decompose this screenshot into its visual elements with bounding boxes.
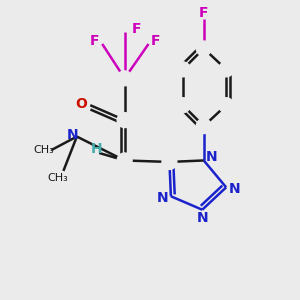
Circle shape — [162, 154, 177, 169]
Circle shape — [176, 62, 190, 77]
Text: H: H — [90, 142, 102, 155]
Circle shape — [117, 71, 132, 86]
Text: N: N — [67, 128, 78, 142]
Text: F: F — [151, 34, 161, 48]
Circle shape — [219, 62, 234, 77]
Text: O: O — [75, 97, 87, 111]
Text: F: F — [90, 34, 100, 48]
Circle shape — [176, 98, 190, 113]
Circle shape — [196, 41, 211, 56]
Text: N: N — [206, 151, 217, 164]
Text: F: F — [199, 6, 208, 20]
Circle shape — [219, 98, 234, 113]
Circle shape — [117, 113, 132, 128]
Circle shape — [196, 118, 211, 134]
Circle shape — [117, 153, 132, 168]
Text: N: N — [157, 191, 168, 205]
Text: CH₃: CH₃ — [34, 145, 54, 155]
Text: CH₃: CH₃ — [47, 173, 68, 183]
Text: F: F — [132, 22, 141, 36]
Text: N: N — [229, 182, 240, 196]
Text: N: N — [197, 211, 209, 225]
